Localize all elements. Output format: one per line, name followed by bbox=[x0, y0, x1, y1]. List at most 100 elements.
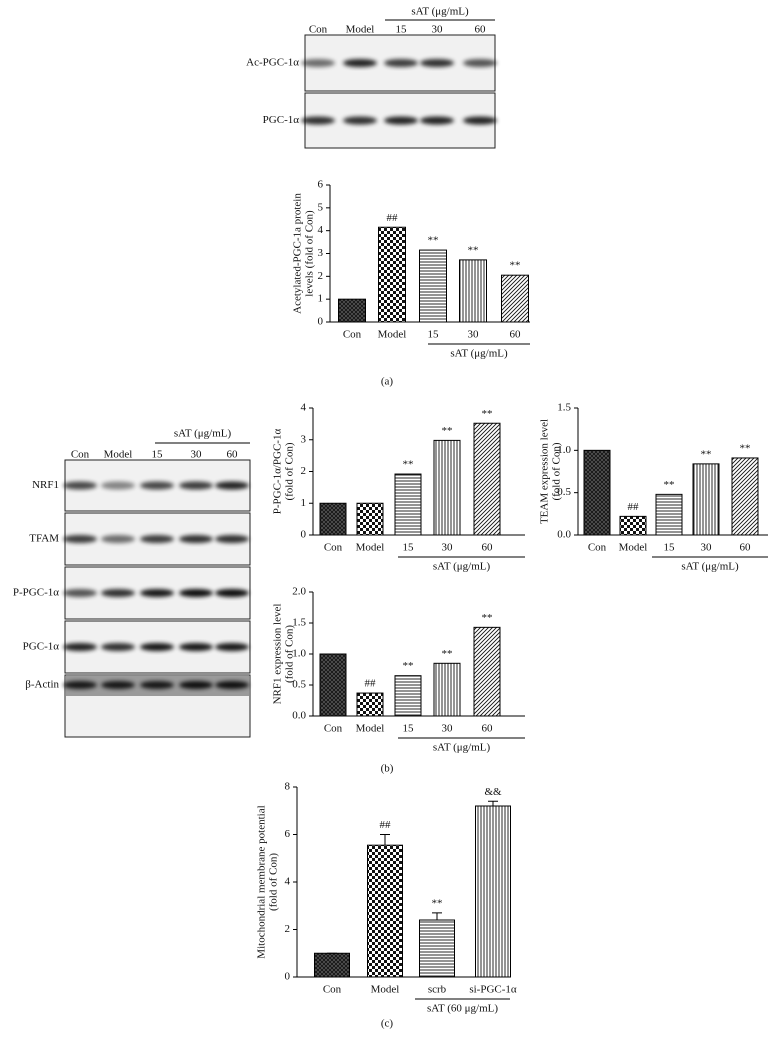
blot-band bbox=[215, 681, 249, 689]
bar-annotation: ** bbox=[442, 648, 453, 660]
blot-band bbox=[420, 59, 454, 67]
group-label: sAT (60 μg/mL) bbox=[427, 1003, 498, 1015]
bar-annotation: ** bbox=[403, 660, 414, 672]
x-tick-label: 60 bbox=[482, 723, 494, 735]
row-label: NRF1 bbox=[32, 479, 59, 491]
y-tick-label: 0.0 bbox=[557, 529, 571, 541]
x-tick-label: 30 bbox=[442, 542, 454, 554]
bar bbox=[419, 919, 455, 978]
blot-band bbox=[463, 59, 497, 67]
bar bbox=[619, 515, 647, 536]
bar bbox=[459, 259, 487, 323]
lane-label: Con bbox=[71, 449, 90, 461]
y-tick-label: 5 bbox=[318, 201, 324, 213]
bar-annotation: ** bbox=[482, 612, 493, 624]
bar bbox=[356, 502, 384, 536]
x-tick-label: 15 bbox=[428, 329, 440, 341]
y-tick-label: 4 bbox=[285, 876, 291, 888]
blot-band bbox=[301, 116, 335, 125]
bar bbox=[338, 298, 366, 323]
bar bbox=[356, 692, 384, 717]
error-bar bbox=[488, 800, 498, 806]
x-tick-label: 30 bbox=[468, 329, 480, 341]
x-tick-label: Model bbox=[356, 723, 385, 735]
blot-band bbox=[343, 59, 377, 67]
bar-annotation: ## bbox=[387, 212, 399, 224]
x-tick-label: 15 bbox=[403, 542, 415, 554]
blot-band bbox=[420, 116, 454, 125]
row-label: TFAM bbox=[29, 533, 59, 545]
y-tick-label: 1.0 bbox=[292, 648, 306, 660]
x-tick-label: Con bbox=[324, 723, 343, 735]
bar-annotation: && bbox=[484, 786, 502, 798]
bar bbox=[319, 502, 347, 536]
y-tick-label: 4 bbox=[301, 402, 307, 414]
lane-label: 60 bbox=[475, 24, 487, 36]
blot-band bbox=[215, 643, 249, 651]
bar bbox=[394, 473, 422, 536]
blot-band bbox=[463, 116, 497, 125]
group-label: sAT (μg/mL) bbox=[411, 6, 469, 18]
x-tick-label: 30 bbox=[442, 723, 454, 735]
x-tick-label: Con bbox=[324, 542, 343, 554]
blot-band bbox=[63, 589, 97, 597]
blot-band bbox=[343, 116, 377, 125]
group-label: sAT (μg/mL) bbox=[681, 561, 739, 573]
lane-label: Model bbox=[346, 24, 375, 36]
x-tick-label: si-PGC-1α bbox=[469, 984, 517, 996]
y-axis-label: Mitochondrial membrane potential bbox=[256, 805, 268, 958]
bar bbox=[378, 226, 406, 323]
group-label: sAT (μg/mL) bbox=[450, 348, 508, 360]
y-tick-label: 6 bbox=[285, 828, 291, 840]
bar bbox=[473, 422, 501, 536]
row-label: β-Actin bbox=[25, 679, 59, 691]
y-tick-label: 1.0 bbox=[557, 444, 571, 456]
bar bbox=[419, 249, 447, 323]
blot-band bbox=[384, 116, 418, 125]
bar-annotation: ** bbox=[482, 408, 493, 420]
x-tick-label: 60 bbox=[740, 542, 752, 554]
bar bbox=[475, 805, 511, 978]
group-label: sAT (μg/mL) bbox=[433, 742, 491, 754]
bar-annotation: ** bbox=[740, 442, 751, 454]
y-tick-label: 8 bbox=[285, 781, 291, 793]
panel-label: (a) bbox=[381, 376, 394, 388]
bar-annotation: ** bbox=[468, 244, 479, 256]
y-tick-label: 0.0 bbox=[292, 710, 306, 722]
blot-band bbox=[384, 59, 418, 67]
x-tick-label: 15 bbox=[403, 723, 415, 735]
bar-annotation: ** bbox=[432, 897, 443, 909]
x-tick-label: Model bbox=[378, 329, 407, 341]
y-tick-label: 2.0 bbox=[292, 586, 306, 598]
blot-band bbox=[101, 535, 135, 543]
y-axis-label: (fold of Con) bbox=[284, 625, 296, 683]
y-tick-label: 0 bbox=[285, 971, 291, 983]
row-label: PGC-1α bbox=[263, 114, 300, 126]
lane-label: Model bbox=[104, 449, 133, 461]
bar-annotation: ** bbox=[442, 425, 453, 437]
x-tick-label: 60 bbox=[482, 542, 494, 554]
blot-band bbox=[215, 589, 249, 597]
x-tick-label: 60 bbox=[510, 329, 522, 341]
y-tick-label: 4 bbox=[318, 224, 324, 236]
bar-annotation: ** bbox=[510, 260, 521, 272]
x-tick-label: scrb bbox=[428, 984, 447, 996]
bar-annotation: ## bbox=[628, 501, 640, 513]
bar bbox=[433, 662, 461, 717]
blot-band bbox=[101, 589, 135, 597]
x-tick-label: Con bbox=[323, 984, 342, 996]
y-tick-label: 3 bbox=[318, 247, 324, 259]
row-label: Ac-PGC-1α bbox=[246, 57, 299, 69]
y-tick-label: 1 bbox=[301, 497, 307, 509]
lane-label: 30 bbox=[432, 24, 444, 36]
bar-annotation: ## bbox=[380, 819, 392, 831]
y-axis-label: (fold of Con) bbox=[551, 442, 563, 500]
bar bbox=[433, 439, 461, 536]
bar bbox=[473, 626, 501, 717]
blot-band bbox=[140, 643, 174, 651]
y-axis-label: P-PGC-1α/PGC-1α bbox=[272, 429, 284, 515]
x-tick-label: Con bbox=[588, 542, 607, 554]
blot-band bbox=[179, 535, 213, 543]
y-tick-label: 0 bbox=[301, 529, 307, 541]
